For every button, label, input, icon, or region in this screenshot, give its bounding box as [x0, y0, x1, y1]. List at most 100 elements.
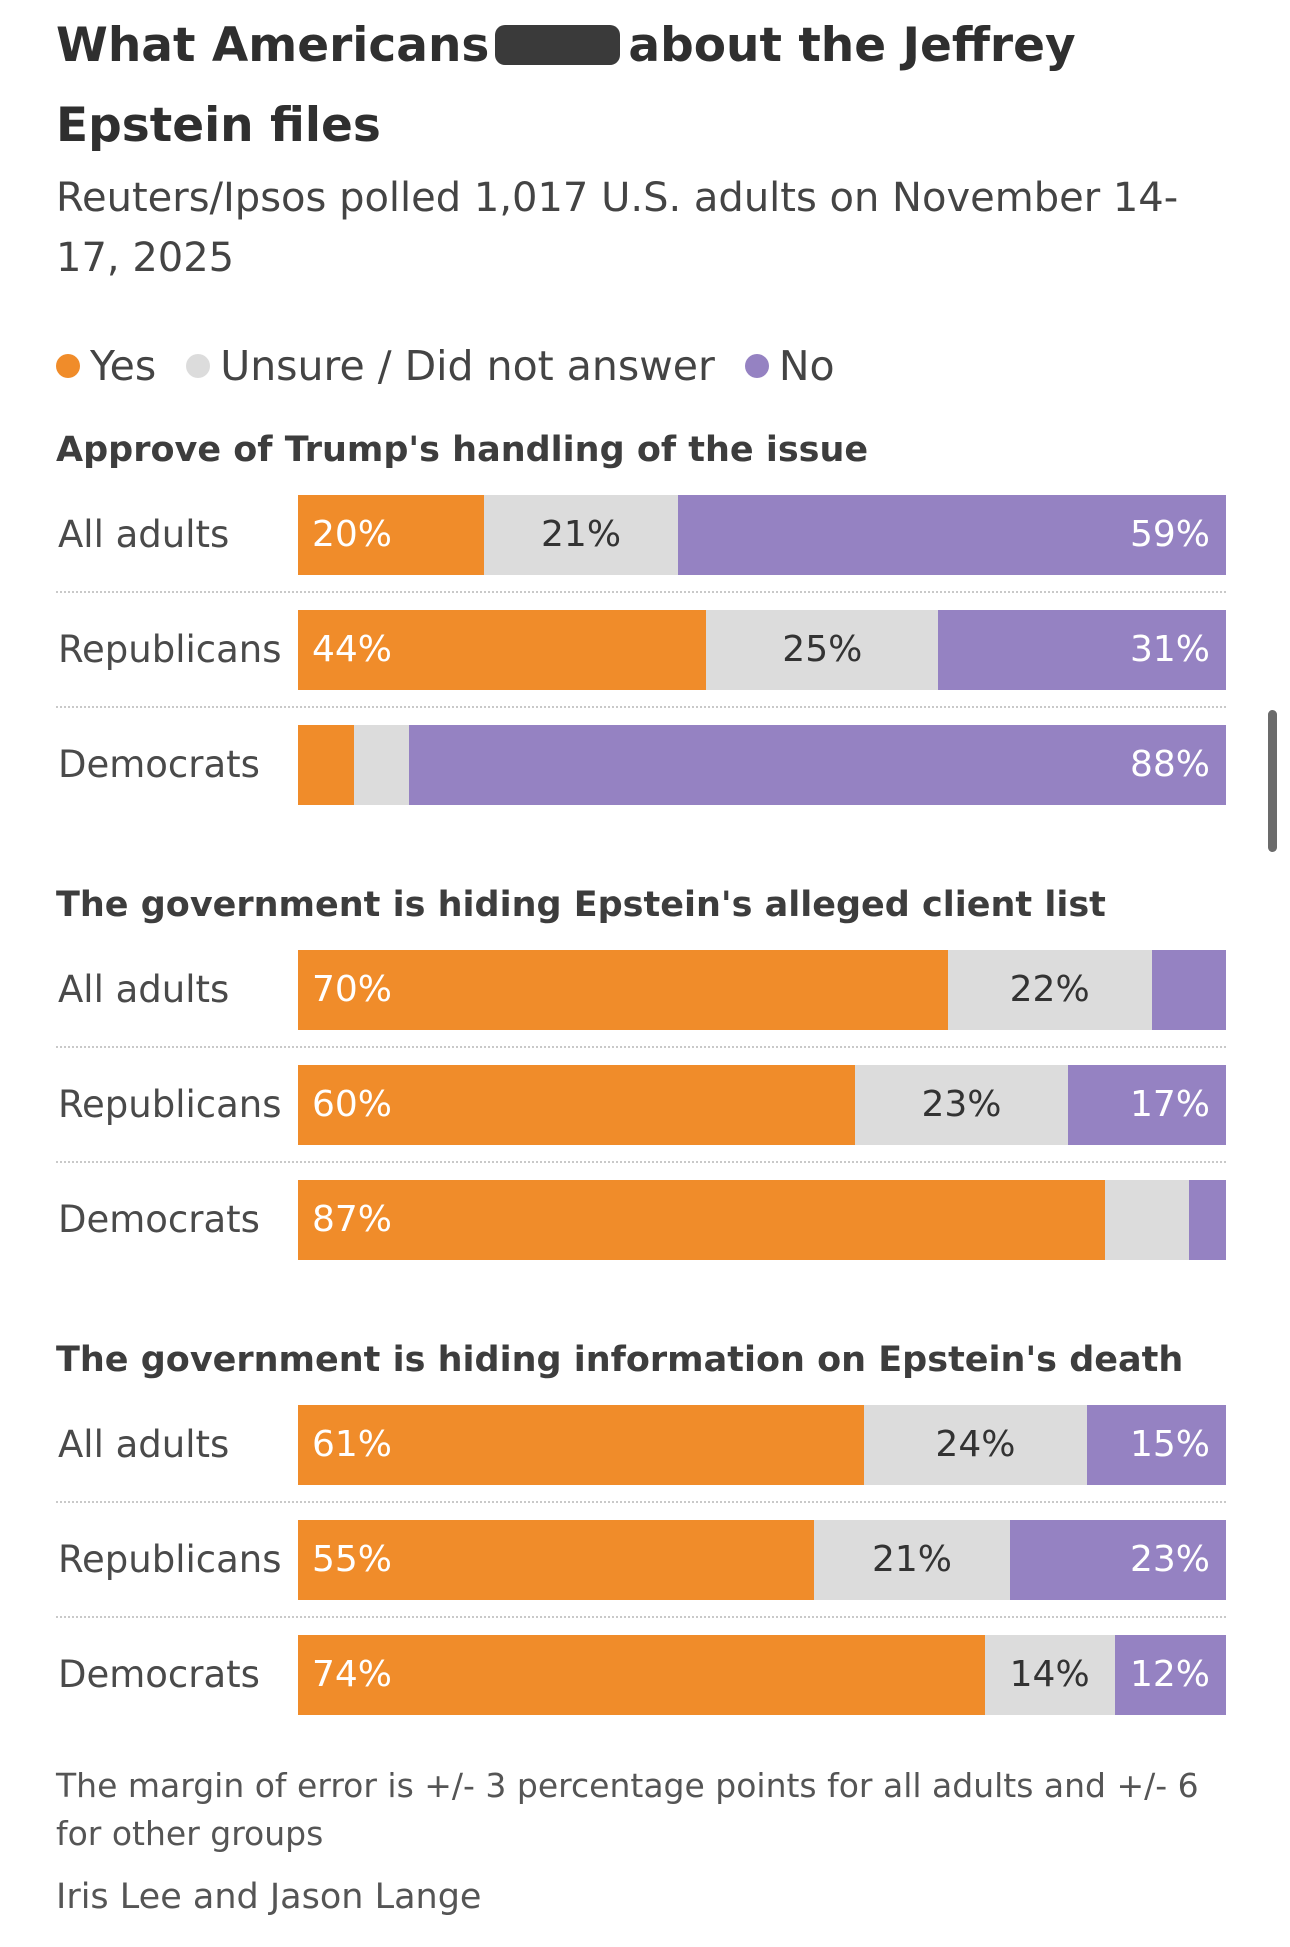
bar-segment-yes: 60%: [298, 1065, 855, 1145]
stacked-bar: 70% 22%: [298, 950, 1226, 1030]
stacked-bar: 88%: [298, 725, 1226, 805]
stacked-bar: 55% 21% 23%: [298, 1520, 1226, 1600]
bar-segment-unsure: 24%: [864, 1405, 1087, 1485]
stacked-bar: 74% 14% 12%: [298, 1635, 1226, 1715]
legend-swatch-unsure: [186, 354, 211, 378]
bar-row: All adults 61% 24% 15%: [56, 1405, 1226, 1485]
bar-row: Democrats 74% 14% 12%: [56, 1635, 1226, 1715]
data-label-yes: 60%: [312, 1084, 393, 1125]
data-label-unsure: 25%: [782, 629, 863, 670]
bar-segment-yes: 44%: [298, 610, 707, 690]
bar-segment-yes: 87%: [298, 1180, 1106, 1260]
row-label: All adults: [58, 1423, 230, 1466]
bar-row: Republicans 55% 21% 23%: [56, 1520, 1226, 1600]
legend-label-no: No: [778, 342, 835, 390]
chart-subtitle: Reuters/Ipsos polled 1,017 U.S. adults o…: [56, 175, 1179, 281]
stacked-bar: 87%: [298, 1180, 1226, 1260]
scrollbar-thumb[interactable]: [1268, 710, 1277, 852]
bar-segment-no: 15%: [1086, 1405, 1226, 1485]
row-divider: [56, 1161, 1226, 1163]
data-label-unsure: 14%: [1009, 1654, 1090, 1695]
data-label-unsure: 21%: [871, 1539, 952, 1580]
data-label-yes: 61%: [312, 1424, 393, 1465]
data-label-no: 15%: [1129, 1424, 1210, 1465]
data-label-no: 12%: [1129, 1654, 1210, 1695]
bar-segment-no: 59%: [678, 495, 1226, 575]
legend-item-no: No: [744, 342, 835, 390]
row-label: Republicans: [58, 1083, 282, 1126]
bar-segment-no: 31%: [938, 610, 1226, 690]
bar-segment-no: 17%: [1068, 1065, 1226, 1145]
bar-segment-no: 12%: [1114, 1635, 1226, 1715]
chart-panel: The government is hiding information on …: [56, 1335, 1226, 1715]
row-label: All adults: [58, 513, 230, 556]
bar-segment-no: [1188, 1180, 1226, 1260]
legend-label-yes: Yes: [90, 342, 157, 390]
legend-label-unsure: Unsure / Did not answer: [220, 342, 715, 390]
bar-segment-unsure: [353, 725, 410, 805]
data-label-no: 31%: [1129, 629, 1210, 670]
data-label-yes: 55%: [312, 1539, 393, 1580]
panel-title: The government is hiding information on …: [56, 1340, 1184, 1380]
bar-segment-unsure: 21%: [483, 495, 679, 575]
data-label-no: 59%: [1129, 514, 1210, 555]
row-divider: [56, 1046, 1226, 1048]
row-divider: [56, 1616, 1226, 1618]
row-label: Democrats: [58, 1198, 260, 1241]
data-label-no: 17%: [1129, 1084, 1210, 1125]
legend: Yes Unsure / Did not answer No: [56, 338, 865, 394]
panel-title: Approve of Trump's handling of the issue: [56, 430, 869, 470]
legend-item-unsure: Unsure / Did not answer: [186, 342, 715, 390]
chart-panel: Approve of Trump's handling of the issue…: [56, 425, 1226, 805]
byline: Iris Lee and Jason Lange: [56, 1877, 482, 1917]
data-label-yes: 87%: [312, 1199, 393, 1240]
bar-segment-yes: 55%: [298, 1520, 814, 1600]
data-label-unsure: 22%: [1009, 969, 1090, 1010]
legend-swatch-yes: [56, 354, 80, 378]
row-divider: [56, 591, 1226, 593]
row-label: Republicans: [58, 628, 282, 671]
legend-item-yes: Yes: [56, 342, 156, 390]
bar-row: Republicans 60% 23% 17%: [56, 1065, 1226, 1145]
bar-segment-unsure: 22%: [947, 950, 1152, 1030]
row-label: Democrats: [58, 1653, 260, 1696]
bar-row: All adults 70% 22%: [56, 950, 1226, 1030]
bar-segment-unsure: 14%: [984, 1635, 1115, 1715]
stacked-bar: 61% 24% 15%: [298, 1405, 1226, 1485]
bar-row: Democrats 87%: [56, 1180, 1226, 1260]
bar-segment-yes: 61%: [298, 1405, 865, 1485]
bar-segment-yes: 74%: [298, 1635, 985, 1715]
data-label-yes: 74%: [312, 1654, 393, 1695]
title-start: What Americans: [56, 18, 490, 73]
chart-panel: The government is hiding Epstein's alleg…: [56, 880, 1226, 1260]
row-label: Republicans: [58, 1538, 282, 1581]
panel-title: The government is hiding Epstein's alleg…: [56, 885, 1106, 925]
row-label: All adults: [58, 968, 230, 1011]
row-divider: [56, 1501, 1226, 1503]
row-divider: [56, 706, 1226, 708]
row-label: Democrats: [58, 743, 260, 786]
data-label-unsure: 21%: [541, 514, 622, 555]
bar-segment-yes: 70%: [298, 950, 948, 1030]
bar-segment-unsure: [1105, 1180, 1189, 1260]
stacked-bar: 44% 25% 31%: [298, 610, 1226, 690]
bar-segment-unsure: 25%: [706, 610, 939, 690]
data-label-no: 88%: [1129, 744, 1210, 785]
title-end: about the Jeffrey Epstein files: [56, 18, 1076, 153]
margin-of-error-note: The margin of error is +/- 3 percentage …: [56, 1766, 1199, 1853]
redacted-word: [495, 25, 621, 65]
data-label-unsure: 23%: [921, 1084, 1002, 1125]
bar-row: All adults 20% 21% 59%: [56, 495, 1226, 575]
stacked-bar: 20% 21% 59%: [298, 495, 1226, 575]
bar-segment-unsure: 23%: [854, 1065, 1069, 1145]
stacked-bar: 60% 23% 17%: [298, 1065, 1226, 1145]
bar-segment-no: [1151, 950, 1226, 1030]
data-label-yes: 44%: [312, 629, 393, 670]
bar-segment-yes: 20%: [298, 495, 484, 575]
legend-swatch-no: [744, 354, 769, 378]
data-label-unsure: 24%: [935, 1424, 1016, 1465]
bar-row: Democrats 88%: [56, 725, 1226, 805]
chart-title: What Americans about the Jeffrey Epstein …: [56, 6, 1236, 166]
bar-segment-no: 23%: [1010, 1520, 1226, 1600]
bar-row: Republicans 44% 25% 31%: [56, 610, 1226, 690]
